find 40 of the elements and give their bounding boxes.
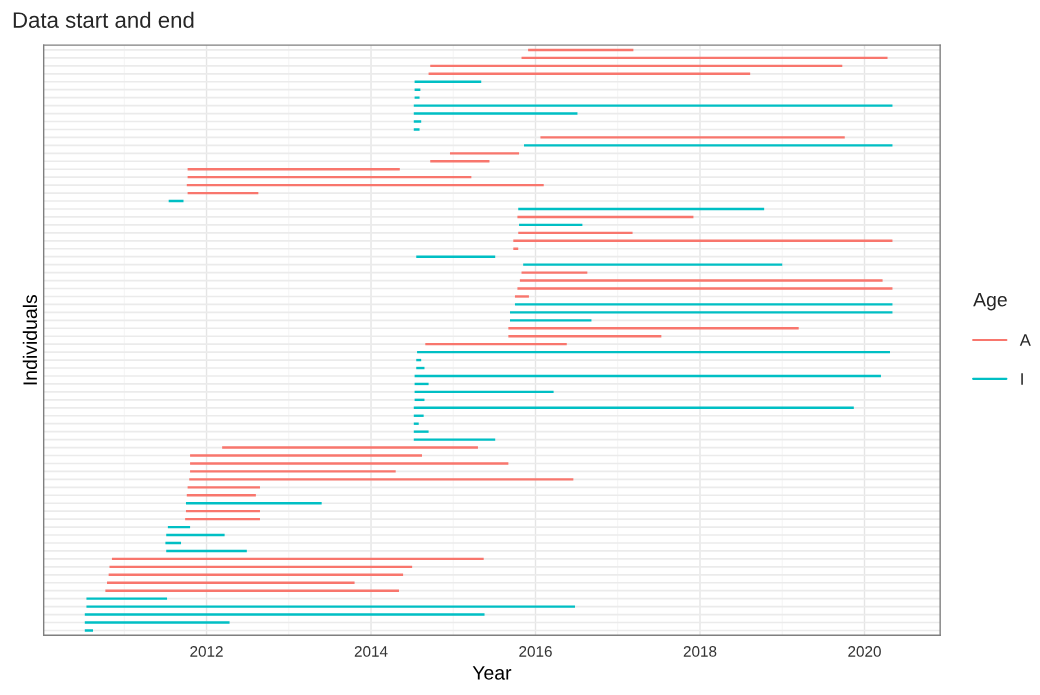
- bar: [510, 319, 592, 322]
- bar: [413, 120, 422, 123]
- bar: [524, 144, 893, 147]
- bar: [86, 605, 575, 608]
- bar: [514, 295, 529, 298]
- bar: [86, 597, 168, 600]
- bar: [413, 104, 893, 107]
- x-tick-label: 2012: [190, 646, 223, 657]
- x-tick-label: 2014: [354, 646, 388, 657]
- bar: [449, 152, 520, 155]
- legend-title: Age: [973, 292, 1007, 311]
- bar: [84, 613, 485, 616]
- bar: [519, 279, 883, 282]
- bar: [540, 136, 845, 139]
- bar: [190, 470, 396, 473]
- bar: [190, 462, 509, 465]
- bar: [414, 96, 420, 99]
- bar: [189, 478, 574, 481]
- x-tick-label: 2016: [519, 646, 552, 657]
- bar: [84, 629, 94, 632]
- x-tick-label: 2018: [683, 646, 717, 657]
- bar: [523, 263, 783, 266]
- legend-label: I: [1021, 373, 1023, 385]
- bar: [413, 112, 578, 115]
- bar: [413, 438, 496, 441]
- bar: [510, 311, 893, 314]
- bar: [517, 287, 893, 290]
- bar: [222, 446, 478, 449]
- chart-title: Data start and end: [13, 11, 194, 28]
- bar: [514, 303, 893, 306]
- bar: [190, 454, 423, 457]
- bar: [187, 486, 260, 489]
- y-axis-title: Individuals: [22, 294, 38, 385]
- bar: [84, 621, 230, 624]
- x-tick-label: 2020: [848, 646, 881, 657]
- x-axis-title: Year: [472, 666, 512, 680]
- bar: [521, 271, 588, 274]
- bar: [413, 430, 429, 433]
- legend-label: A: [1019, 334, 1031, 346]
- bar: [413, 128, 420, 131]
